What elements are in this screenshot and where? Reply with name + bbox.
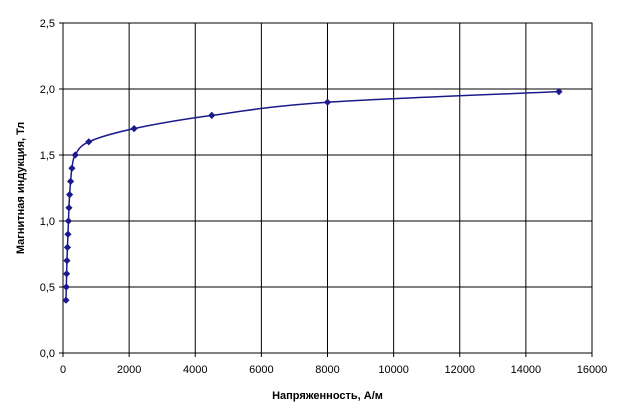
data-point bbox=[68, 164, 76, 172]
data-point bbox=[208, 111, 216, 119]
x-tick-label: 14000 bbox=[511, 364, 542, 376]
data-point bbox=[64, 230, 72, 238]
data-point bbox=[67, 177, 75, 185]
x-tick-label: 4000 bbox=[183, 364, 207, 376]
y-tick-labels: 0,0 0,5 1,0 1,5 2,0 2,5 bbox=[40, 18, 55, 360]
x-tick-label: 6000 bbox=[249, 364, 273, 376]
x-axis-title: Напряженность, А/м bbox=[272, 390, 383, 402]
data-point bbox=[63, 243, 72, 251]
x-tick-label: 2000 bbox=[117, 364, 141, 376]
y-axis-title: Магнитная индукция, Тл bbox=[15, 122, 27, 254]
data-point bbox=[555, 88, 563, 96]
x-tick-label: 0 bbox=[60, 364, 66, 376]
data-point bbox=[85, 138, 93, 146]
y-tick-label: 2,5 bbox=[40, 18, 55, 30]
data-point bbox=[64, 217, 73, 225]
y-tick-label: 0,0 bbox=[40, 348, 55, 360]
y-tick-label: 1,0 bbox=[40, 216, 55, 228]
x-tick-label: 8000 bbox=[315, 364, 339, 376]
x-tick-label: 10000 bbox=[378, 364, 409, 376]
data-point bbox=[63, 270, 71, 278]
data-point bbox=[62, 296, 70, 304]
data-point bbox=[65, 204, 73, 212]
axis-ticks bbox=[59, 22, 593, 357]
series-line bbox=[65, 90, 559, 301]
y-tick-label: 1,5 bbox=[40, 150, 55, 162]
data-point bbox=[130, 125, 138, 133]
data-point bbox=[66, 191, 74, 199]
x-tick-label: 16000 bbox=[577, 364, 608, 376]
data-point bbox=[323, 98, 332, 106]
x-tick-labels: 0 2000 4000 6000 8000 10000 12000 14000 16000 bbox=[60, 364, 607, 376]
data-point bbox=[71, 151, 79, 159]
grid-lines bbox=[63, 23, 592, 353]
data-point bbox=[62, 283, 70, 291]
x-tick-label: 12000 bbox=[444, 364, 475, 376]
data-markers bbox=[62, 88, 563, 304]
y-tick-label: 0,5 bbox=[40, 282, 55, 294]
data-point bbox=[63, 257, 71, 265]
y-tick-label: 2,0 bbox=[40, 84, 55, 96]
